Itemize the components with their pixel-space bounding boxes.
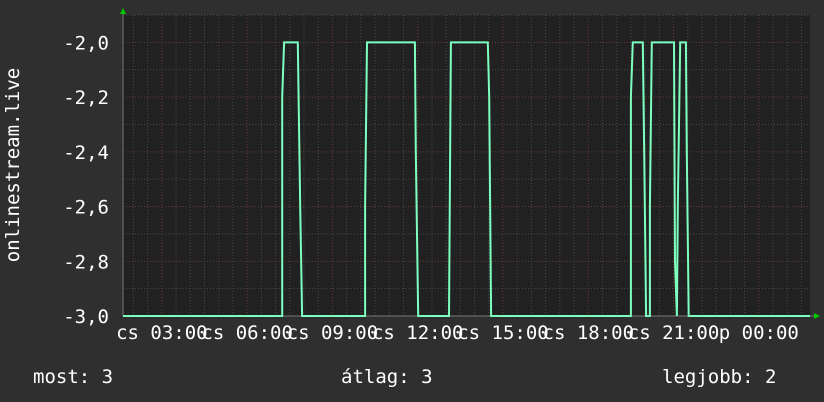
legend-average: átlag: 3 [341,366,433,388]
y-axis-arrow-icon [120,8,126,14]
x-tick-label: cs 21:00 [628,322,720,344]
plot-area [123,15,810,316]
legend-best: legjobb: 2 [662,366,776,388]
y-tick-label: -2,4 [63,142,109,164]
grid [120,8,820,319]
y-tick-label: -2,6 [63,197,109,219]
x-tick-label: cs 18:00 [543,322,635,344]
y-ticks: -2,0 -2,2 -2,4 -2,6 -2,8 -3,0 [63,32,109,328]
x-axis-arrow-icon [814,313,820,319]
x-tick-label: p 00:00 [719,322,799,344]
x-tick-label: cs 09:00 [287,322,379,344]
series [123,41,810,317]
x-tick-label: cs 06:00 [201,322,293,344]
x-tick-label: cs 12:00 [372,322,464,344]
legend-current: most: 3 [33,366,113,388]
series-line [123,41,810,317]
x-tick-label: cs 15:00 [457,322,549,344]
x-tick-label: cs 03:00 [116,322,208,344]
y-tick-label: -3,0 [63,306,109,328]
y-tick-label: -2,2 [63,87,109,109]
y-tick-label: -2,0 [63,32,109,54]
y-tick-label: -2,8 [63,251,109,273]
y-axis-label: onlinestream.live [2,68,24,262]
